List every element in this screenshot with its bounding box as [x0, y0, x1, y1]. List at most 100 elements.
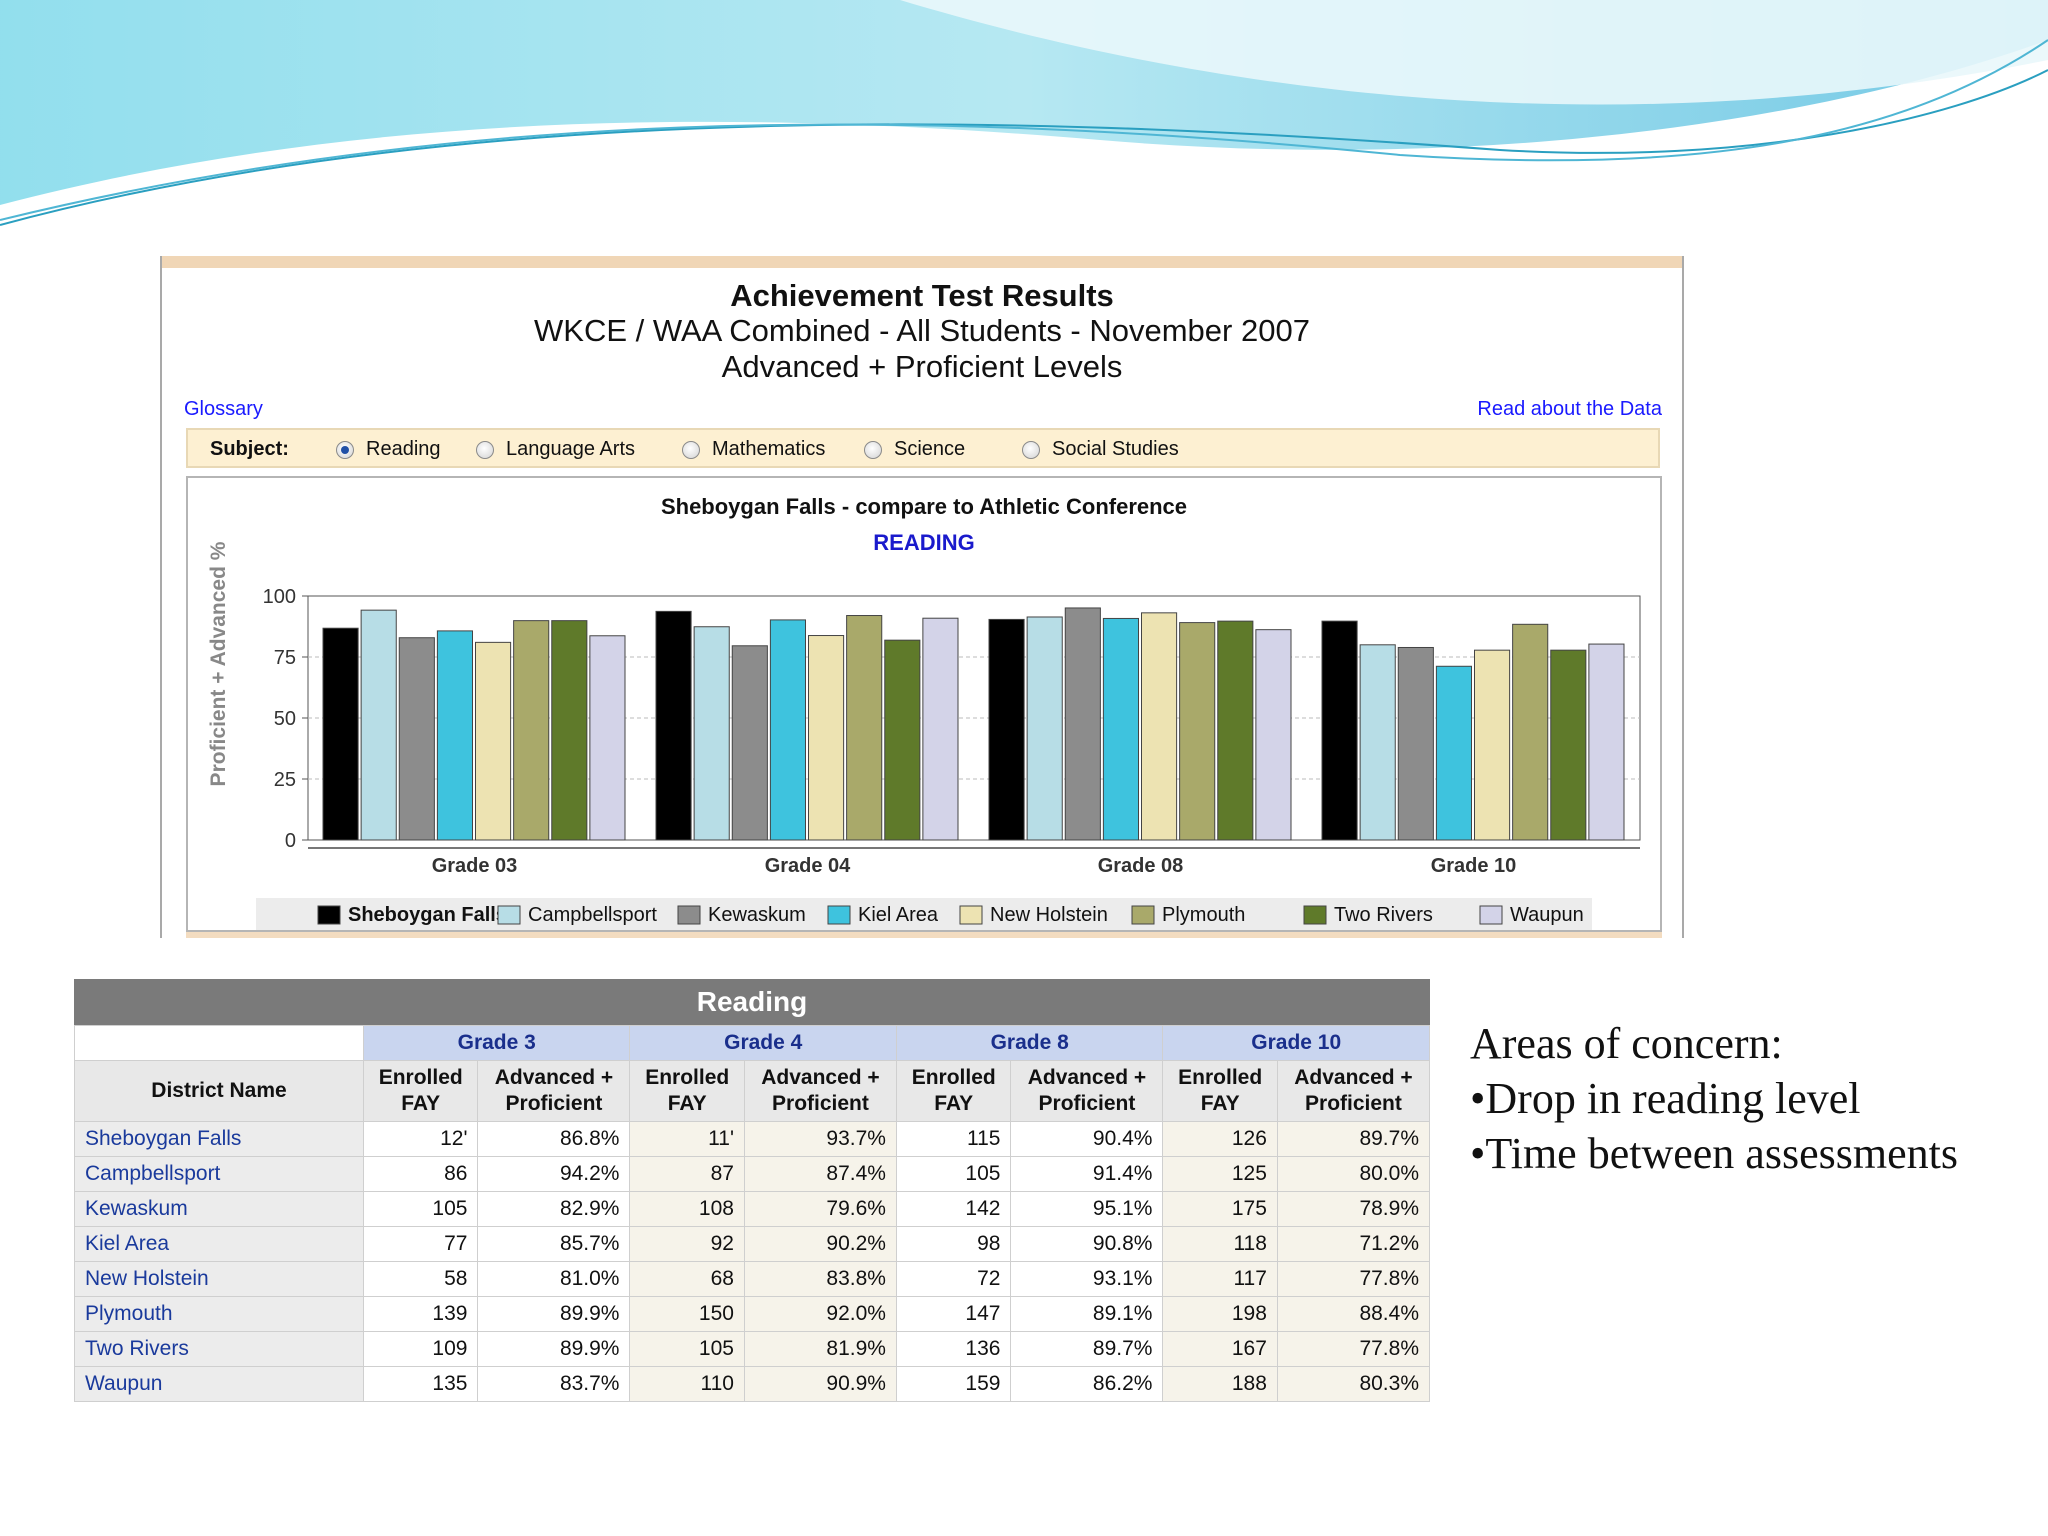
- report-panel: Achievement Test Results WKCE / WAA Comb…: [160, 256, 1684, 938]
- advanced-proficient-cell: 78.9%: [1276, 1191, 1431, 1227]
- enrolled-cell: 58: [362, 1261, 479, 1297]
- table-row: Kiel Area 77 85.7% 92 90.2% 98 90.8% 118 71.2%: [74, 1226, 1431, 1262]
- bar: [731, 645, 768, 841]
- y-tick-label: 75: [274, 647, 296, 669]
- enrolled-cell: 105: [362, 1191, 479, 1227]
- district-name-cell[interactable]: New Holstein: [74, 1261, 364, 1297]
- notes-heading: Areas of concern:: [1470, 1019, 1783, 1068]
- subject-option-science[interactable]: Science: [864, 438, 965, 461]
- legend-swatch: [497, 905, 521, 925]
- district-name-cell[interactable]: Waupun: [74, 1366, 364, 1402]
- bar: [1064, 607, 1101, 841]
- bar: [1359, 644, 1396, 841]
- y-axis-label: Proficient + Advanced %: [207, 541, 230, 786]
- bar: [322, 627, 359, 841]
- district-name-cell[interactable]: Plymouth: [74, 1296, 364, 1332]
- grade-header-row: Grade 3 Grade 4 Grade 8 Grade 10: [74, 1025, 1430, 1061]
- advanced-proficient-cell: 89.1%: [1010, 1296, 1164, 1332]
- subject-option-label: Language Arts: [506, 438, 635, 460]
- subject-option-mathematics[interactable]: Mathematics: [682, 438, 825, 461]
- notes-item: •Time between assessments: [1470, 1129, 1958, 1178]
- enrolled-cell: 92: [629, 1226, 745, 1262]
- subject-selector-bar: Subject: Reading Language Arts Mathemati…: [186, 428, 1660, 468]
- enrolled-cell: 110: [629, 1366, 745, 1402]
- chart-subtitle: READING: [873, 530, 974, 555]
- bar: [846, 615, 883, 841]
- bar: [398, 637, 435, 841]
- legend-background: [256, 898, 1592, 930]
- district-name-header: District Name: [74, 1060, 364, 1122]
- legend-swatch: [827, 905, 851, 925]
- radio-icon[interactable]: [476, 440, 494, 459]
- enrolled-cell: 125: [1162, 1156, 1278, 1192]
- district-name-cell[interactable]: Kiel Area: [74, 1226, 364, 1262]
- radio-icon[interactable]: [864, 440, 882, 459]
- advanced-proficient-cell: 71.2%: [1276, 1226, 1431, 1262]
- enrolled-cell: 198: [1162, 1296, 1278, 1332]
- legend-swatch: [677, 905, 701, 925]
- subject-label: Subject:: [210, 438, 289, 460]
- bar: [1102, 617, 1139, 841]
- enrolled-cell: 68: [629, 1261, 745, 1297]
- advanced-proficient-cell: 82.9%: [477, 1191, 631, 1227]
- district-name-cell[interactable]: Campbellsport: [74, 1156, 364, 1192]
- legend-swatch: [1131, 905, 1155, 925]
- bar: [1435, 665, 1472, 841]
- bar-chart: Sheboygan Falls - compare to Athletic Co…: [207, 494, 1641, 930]
- subject-option-label: Social Studies: [1052, 438, 1179, 460]
- enrolled-cell: 135: [362, 1366, 479, 1402]
- x-category-label: Grade 10: [1431, 855, 1517, 877]
- enrolled-cell: 72: [895, 1261, 1012, 1297]
- radio-icon[interactable]: [1022, 440, 1040, 459]
- subject-option-language-arts[interactable]: Language Arts: [476, 438, 635, 461]
- district-name-cell[interactable]: Sheboygan Falls: [74, 1121, 364, 1157]
- subject-option-reading[interactable]: Reading: [336, 438, 441, 461]
- district-name-cell[interactable]: Kewaskum: [74, 1191, 364, 1227]
- legend-swatch: [959, 905, 983, 925]
- enrolled-cell: 147: [895, 1296, 1012, 1332]
- grade-header: Grade 3: [362, 1025, 631, 1061]
- table-row: Plymouth 139 89.9% 150 92.0% 147 89.1% 198 88.4%: [74, 1296, 1431, 1332]
- advanced-proficient-cell: 80.0%: [1276, 1156, 1431, 1192]
- enrolled-header: Enrolled FAY: [895, 1060, 1012, 1122]
- x-category-label: Grade 03: [432, 855, 518, 877]
- enrolled-cell: 167: [1162, 1331, 1278, 1367]
- subject-option-label: Mathematics: [712, 438, 826, 460]
- legend-label: Kiel Area: [858, 904, 939, 926]
- advanced-header: Advanced + Proficient: [1276, 1060, 1431, 1122]
- bar: [693, 626, 730, 841]
- advanced-proficient-cell: 95.1%: [1010, 1191, 1164, 1227]
- y-tick-label: 100: [263, 586, 296, 608]
- legend-label: Kewaskum: [708, 904, 806, 926]
- advanced-proficient-cell: 88.4%: [1276, 1296, 1431, 1332]
- table-row: Two Rivers 109 89.9% 105 81.9% 136 89.7% 167 77.…: [74, 1331, 1431, 1367]
- enrolled-cell: 118: [1162, 1226, 1278, 1262]
- legend-label: New Holstein: [990, 904, 1108, 926]
- enrolled-cell: 126: [1162, 1121, 1278, 1157]
- subject-option-social-studies[interactable]: Social Studies: [1022, 438, 1179, 461]
- bar: [884, 639, 921, 841]
- legend-label: Waupun: [1510, 904, 1584, 926]
- radio-selected-icon[interactable]: [336, 440, 354, 459]
- advanced-proficient-cell: 77.8%: [1276, 1261, 1431, 1297]
- advanced-proficient-cell: 86.8%: [477, 1121, 631, 1157]
- radio-icon[interactable]: [682, 440, 700, 459]
- bar: [1217, 620, 1254, 841]
- report-bottom-strip: [186, 932, 1662, 938]
- district-name-cell[interactable]: Two Rivers: [74, 1331, 364, 1367]
- y-tick-label: 0: [285, 830, 296, 852]
- advanced-header: Advanced + Proficient: [477, 1060, 631, 1122]
- glossary-link[interactable]: Glossary: [184, 398, 263, 420]
- table-header: Reading: [74, 979, 1430, 1025]
- table-row: Campbellsport 86 94.2% 87 87.4% 105 91.4% 125 80…: [74, 1156, 1431, 1192]
- bar: [769, 619, 806, 841]
- read-about-data-link[interactable]: Read about the Data: [1477, 398, 1662, 420]
- enrolled-cell: 142: [895, 1191, 1012, 1227]
- report-title: Achievement Test Results: [730, 278, 1114, 313]
- report-levels: Advanced + Proficient Levels: [721, 349, 1123, 384]
- advanced-proficient-cell: 79.6%: [743, 1191, 897, 1227]
- report-subtitle: WKCE / WAA Combined - All Students - Nov…: [534, 313, 1310, 348]
- enrolled-cell: 98: [895, 1226, 1012, 1262]
- enrolled-cell: 136: [895, 1331, 1012, 1367]
- enrolled-cell: 150: [629, 1296, 745, 1332]
